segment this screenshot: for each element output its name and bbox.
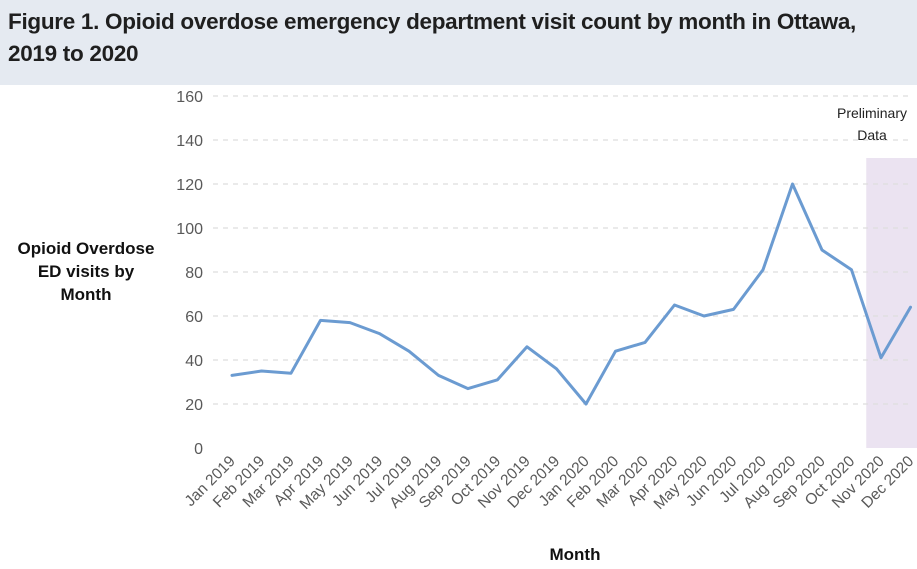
data-point — [437, 374, 440, 377]
title-bar — [0, 0, 917, 85]
y-tick-label: 40 — [185, 353, 203, 370]
data-point — [879, 356, 883, 359]
data-point — [791, 182, 794, 186]
data-point — [348, 321, 352, 324]
y-tick-label: 140 — [176, 133, 203, 150]
preliminary-data-label: Preliminary Data — [836, 105, 907, 143]
y-axis-label: Opioid Overdose ED visits by Month — [17, 239, 155, 304]
plot-area — [0, 85, 917, 569]
data-point — [761, 268, 765, 271]
data-point — [466, 387, 470, 390]
x-axis-label: Month — [549, 545, 601, 564]
preliminary-data-region — [866, 158, 917, 448]
series-line — [230, 182, 912, 406]
y-tick-label: 20 — [185, 397, 203, 414]
data-point — [584, 402, 588, 406]
data-point — [496, 378, 499, 381]
data-point — [260, 369, 263, 373]
data-point — [732, 308, 735, 311]
y-tick-label: 100 — [176, 221, 203, 238]
data-point — [525, 345, 529, 348]
data-point — [909, 306, 912, 309]
data-point — [407, 350, 411, 353]
chart-title: Figure 1. Opioid overdose emergency depa… — [8, 9, 857, 66]
y-tick-label: 0 — [194, 441, 203, 458]
y-tick-label: 120 — [176, 177, 203, 194]
data-point — [643, 341, 647, 344]
data-point — [230, 374, 234, 377]
data-point — [319, 319, 322, 322]
y-tick-label: 80 — [185, 265, 203, 282]
data-point — [850, 268, 853, 271]
data-point — [614, 350, 617, 353]
y-tick-label: 160 — [176, 89, 203, 106]
data-point — [673, 303, 676, 307]
data-point — [289, 372, 293, 375]
data-point — [555, 367, 558, 370]
data-point — [378, 332, 381, 335]
data-point — [702, 314, 706, 318]
y-tick-label: 60 — [185, 309, 203, 326]
data-point — [820, 248, 824, 252]
